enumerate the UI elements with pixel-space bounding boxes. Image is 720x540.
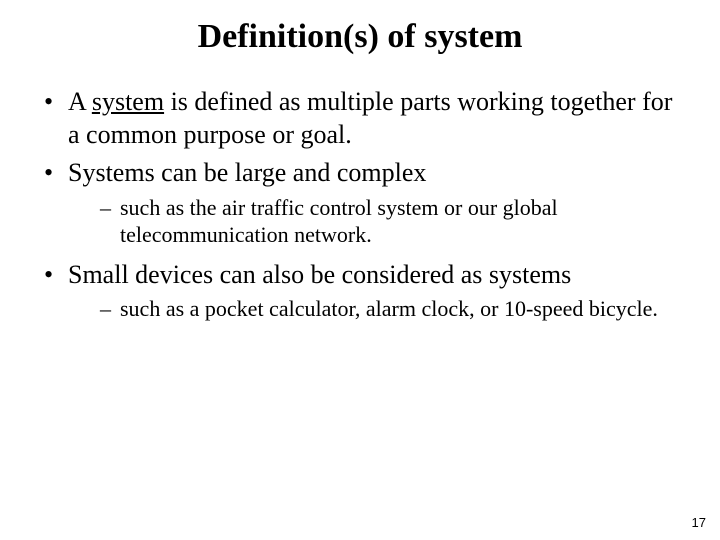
sub-bullet-3-1: such as a pocket calculator, alarm clock…	[68, 295, 680, 323]
bullet-list: A system is defined as multiple parts wo…	[40, 86, 680, 323]
page-number: 17	[692, 515, 706, 530]
bullet-item-2: Systems can be large and complex such as…	[40, 157, 680, 249]
sub-bullet-list-3: such as a pocket calculator, alarm clock…	[68, 295, 680, 323]
slide: Definition(s) of system A system is defi…	[0, 0, 720, 540]
bullet-1-pre: A	[68, 87, 92, 116]
sub-bullet-2-1: such as the air traffic control system o…	[68, 194, 680, 249]
slide-title: Definition(s) of system	[40, 18, 680, 56]
bullet-item-3: Small devices can also be considered as …	[40, 259, 680, 323]
bullet-3-text: Small devices can also be considered as …	[68, 260, 571, 289]
bullet-2-text: Systems can be large and complex	[68, 158, 426, 187]
bullet-1-underlined: system	[92, 87, 164, 116]
bullet-item-1: A system is defined as multiple parts wo…	[40, 86, 680, 151]
sub-bullet-list-2: such as the air traffic control system o…	[68, 194, 680, 249]
